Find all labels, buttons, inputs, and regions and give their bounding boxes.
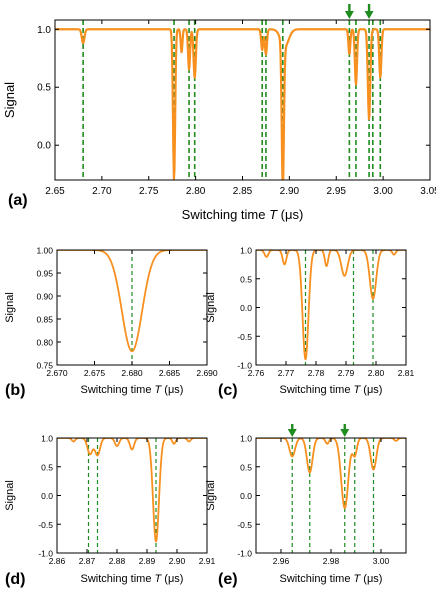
x-tick-label-a-3: 2.80 bbox=[186, 186, 206, 197]
y-tick-label-e-1: -0.5 bbox=[237, 520, 252, 530]
arrow-icon-a-0 bbox=[344, 4, 354, 19]
panel-label-c: (c) bbox=[218, 382, 238, 399]
y-tick-label-e-3: 0.5 bbox=[240, 462, 252, 472]
y-tick-label-b-0: 0.75 bbox=[36, 361, 53, 371]
y-tick-label-d-0: -1.0 bbox=[38, 549, 53, 559]
x-tick-label-d-0: 2.86 bbox=[49, 556, 66, 566]
x-tick-label-b-1: 2.675 bbox=[84, 368, 106, 378]
y-tick-label-d-2: 0.0 bbox=[41, 491, 53, 501]
signal-curve-e bbox=[256, 438, 406, 510]
x-tick-label-c-5: 2.81 bbox=[398, 368, 415, 378]
x-tick-label-e-1: 2.98 bbox=[323, 556, 340, 566]
y-tick-label-b-2: 0.85 bbox=[36, 315, 53, 325]
plot-frame-e bbox=[255, 437, 407, 554]
y-tick-label-c-2: 0.0 bbox=[240, 303, 252, 313]
x-tick-label-a-2: 2.75 bbox=[139, 186, 159, 197]
arrow-icon-e-1 bbox=[340, 424, 350, 437]
y-tick-label-d-4: 1.0 bbox=[41, 434, 53, 444]
x-tick-label-b-3: 2.685 bbox=[159, 368, 181, 378]
x-tick-label-c-1: 2.77 bbox=[278, 368, 295, 378]
x-tick-label-c-4: 2.80 bbox=[368, 368, 385, 378]
x-tick-label-c-3: 2.79 bbox=[338, 368, 355, 378]
plot-frame-c bbox=[255, 249, 407, 366]
x-tick-label-a-4: 2.85 bbox=[233, 186, 253, 197]
y-tick-label-b-5: 1.00 bbox=[36, 246, 53, 256]
y-axis-label-d: Signal bbox=[4, 480, 16, 511]
signal-curve-b bbox=[57, 250, 207, 353]
x-axis-label-b: Switching time T (μs) bbox=[81, 384, 184, 396]
y-tick-label-d-3: 0.5 bbox=[41, 462, 53, 472]
y-axis-label-e: Signal bbox=[205, 480, 217, 511]
arrow-icon-e-0 bbox=[287, 424, 297, 437]
x-axis-label-c: Switching time T (μs) bbox=[280, 384, 383, 396]
y-tick-label-e-2: 0.0 bbox=[240, 491, 252, 501]
x-tick-label-b-0: 2.670 bbox=[46, 368, 68, 378]
y-tick-label-c-4: 1.0 bbox=[240, 246, 252, 256]
x-tick-label-a-6: 2.95 bbox=[327, 186, 347, 197]
x-tick-label-d-2: 2.88 bbox=[109, 556, 126, 566]
y-tick-label-c-1: -0.5 bbox=[237, 332, 252, 342]
y-axis-label-c: Signal bbox=[205, 292, 217, 323]
panel-a: 2.65 2.70 2.75 2.80 2.85 2.90 2.95 3.00 3.05 0.0 0… bbox=[2, 4, 436, 222]
panel-label-e: (e) bbox=[218, 571, 238, 588]
y-tick-label-e-4: 1.0 bbox=[240, 434, 252, 444]
y-tick-label-b-1: 0.80 bbox=[36, 338, 53, 348]
plot-frame-d bbox=[56, 437, 208, 554]
y-tick-label-b-4: 0.95 bbox=[36, 269, 53, 279]
panel-e: 2.96 2.98 3.00 -1.0 -0.5 0.0 0.5 1.0 Switching t… bbox=[205, 424, 407, 588]
x-tick-label-b-4: 2.690 bbox=[196, 368, 218, 378]
signal-curve-a bbox=[55, 28, 430, 180]
x-tick-label-d-4: 2.90 bbox=[169, 556, 186, 566]
x-tick-label-b-2: 2.680 bbox=[121, 368, 143, 378]
x-tick-label-c-2: 2.78 bbox=[308, 368, 325, 378]
y-tick-label-d-1: -0.5 bbox=[38, 520, 53, 530]
panel-label-b: (b) bbox=[5, 382, 25, 399]
y-tick-label-e-0: -1.0 bbox=[237, 549, 252, 559]
x-axis-label-d: Switching time T (μs) bbox=[81, 573, 184, 585]
y-axis-label-a: Signal bbox=[2, 82, 17, 118]
x-tick-label-a-8: 3.05 bbox=[420, 186, 436, 197]
x-tick-label-d-3: 2.89 bbox=[139, 556, 156, 566]
x-tick-label-c-0: 2.76 bbox=[248, 368, 265, 378]
x-tick-label-a-0: 2.65 bbox=[45, 186, 65, 197]
y-tick-label-a-0: 0.0 bbox=[37, 141, 51, 152]
signal-curve-d bbox=[57, 438, 207, 543]
x-tick-label-a-5: 2.90 bbox=[280, 186, 300, 197]
signal-curve-c bbox=[256, 250, 406, 361]
panel-label-d: (d) bbox=[5, 571, 25, 588]
panel-c: 2.76 2.77 2.78 2.79 2.80 2.81 -1.0 -0.5 0.0 0.5 1.… bbox=[205, 246, 415, 400]
y-tick-label-c-3: 0.5 bbox=[240, 274, 252, 284]
panel-d: 2.86 2.87 2.88 2.89 2.90 2.91 -1.0 -0.5 0.0 0.5 1.… bbox=[4, 434, 216, 589]
plot-frame-a bbox=[54, 19, 431, 181]
x-tick-label-e-2: 3.00 bbox=[373, 556, 390, 566]
x-axis-label-e: Switching time T (μs) bbox=[280, 573, 383, 585]
panel-label-a: (a) bbox=[8, 192, 28, 209]
x-tick-label-d-5: 2.91 bbox=[199, 556, 216, 566]
x-tick-label-d-1: 2.87 bbox=[79, 556, 96, 566]
y-tick-label-c-0: -1.0 bbox=[237, 361, 252, 371]
y-axis-label-b: Signal bbox=[4, 292, 16, 323]
y-tick-label-a-1: 0.5 bbox=[37, 83, 51, 94]
x-tick-label-a-1: 2.70 bbox=[92, 186, 112, 197]
panel-b: 2.670 2.675 2.680 2.685 2.690 0.75 0.80 0.85 0.9… bbox=[4, 246, 218, 400]
arrow-icon-a-1 bbox=[364, 4, 374, 19]
y-tick-label-b-3: 0.90 bbox=[36, 292, 53, 302]
y-tick-label-a-2: 1.0 bbox=[37, 25, 51, 36]
x-axis-label-a: Switching time T (μs) bbox=[182, 207, 304, 222]
x-tick-label-a-7: 3.00 bbox=[373, 186, 393, 197]
x-tick-label-e-0: 2.96 bbox=[273, 556, 290, 566]
